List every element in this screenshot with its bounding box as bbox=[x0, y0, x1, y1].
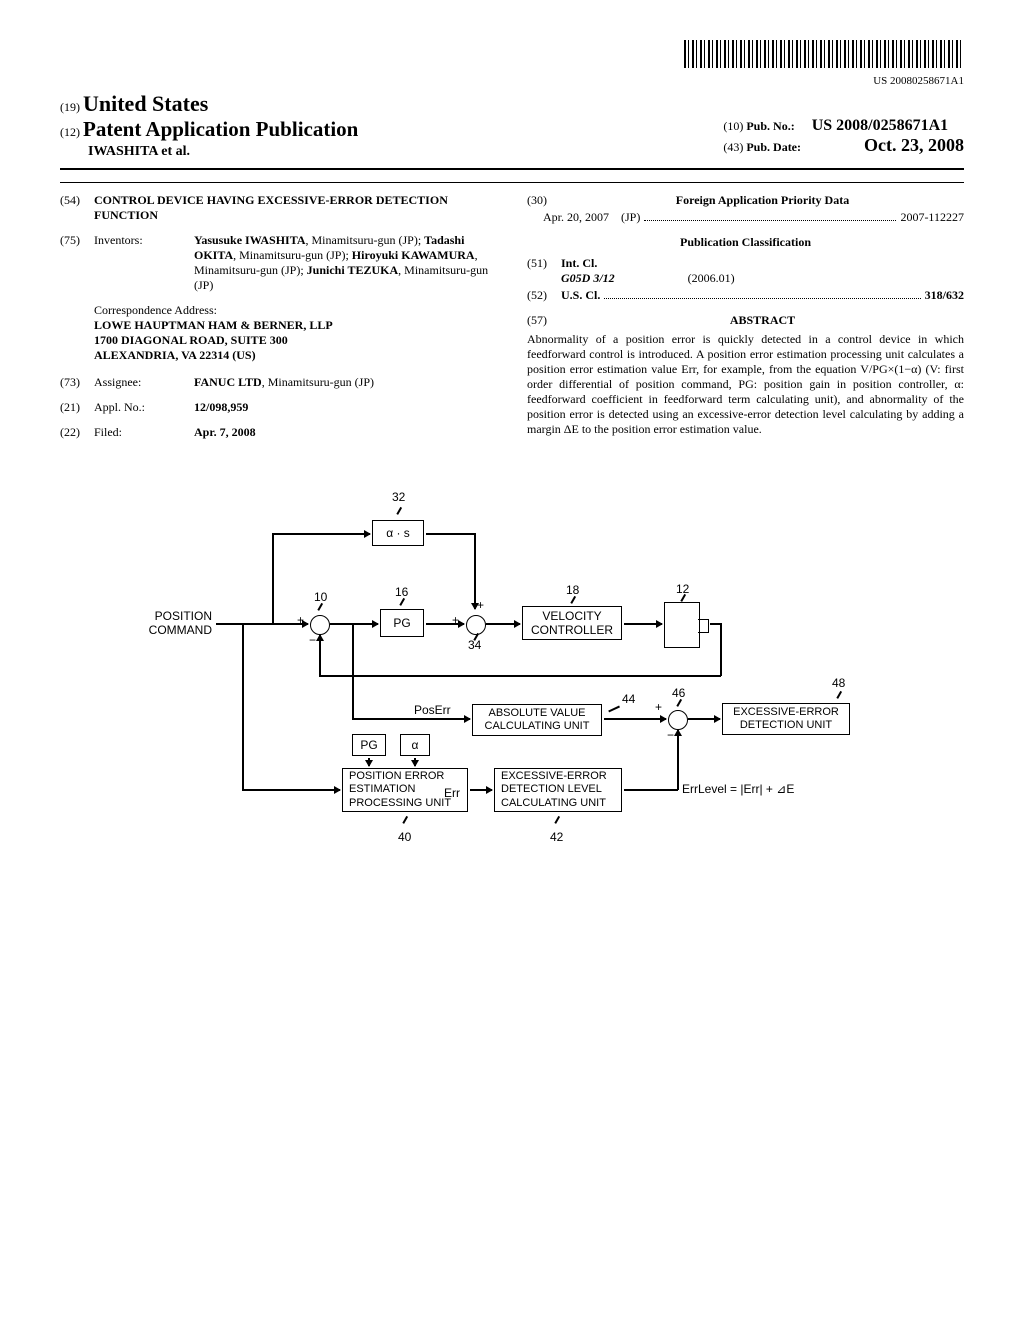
label-75: Inventors: bbox=[94, 233, 194, 293]
ref-46: 46 bbox=[672, 686, 685, 700]
intcl: G05D 3/12 bbox=[561, 271, 615, 285]
assignee: FANUC LTD, Minamitsuru-gun (JP) bbox=[194, 375, 497, 390]
ref-16: 16 bbox=[395, 585, 408, 599]
corr1: LOWE HAUPTMAN HAM & BERNER, LLP bbox=[94, 318, 497, 333]
pub-no: US 2008/0258671A1 bbox=[812, 117, 948, 134]
label-51: Int. Cl. bbox=[561, 256, 964, 271]
box-alpha-param: α bbox=[400, 734, 430, 756]
block-diagram: POSITION COMMAND α · s 32 + − 10 PG 16 +… bbox=[142, 490, 882, 870]
code-22: (22) bbox=[60, 425, 94, 440]
code-21: (21) bbox=[60, 400, 94, 415]
sum-10 bbox=[310, 615, 330, 635]
code-52: (52) bbox=[527, 288, 561, 303]
fp-date: Apr. 20, 2007 bbox=[543, 210, 609, 225]
corr-label: Correspondence Address: bbox=[94, 303, 497, 318]
code-57: (57) bbox=[527, 313, 561, 328]
box-eed: EXCESSIVE-ERROR DETECTION UNIT bbox=[722, 703, 850, 735]
barcode-area: US 20080258671A1 bbox=[60, 40, 964, 87]
ref-32: 32 bbox=[392, 490, 405, 504]
intcl-ver: (2006.01) bbox=[688, 271, 735, 285]
box-pg: PG bbox=[380, 609, 424, 637]
ref-40: 40 bbox=[398, 830, 411, 844]
pub-kind: Patent Application Publication bbox=[83, 117, 358, 141]
pubno-label: Pub. No.: bbox=[746, 119, 794, 133]
filed: Apr. 7, 2008 bbox=[194, 425, 497, 440]
correspondence: Correspondence Address: LOWE HAUPTMAN HA… bbox=[94, 303, 497, 363]
country: United States bbox=[83, 91, 208, 116]
ref-18: 18 bbox=[566, 583, 579, 597]
head-57: ABSTRACT bbox=[561, 313, 964, 328]
corr3: ALEXANDRIA, VA 22314 (US) bbox=[94, 348, 497, 363]
fp-num: 2007-112227 bbox=[900, 210, 964, 225]
code-12: (12) bbox=[60, 125, 80, 139]
left-column: (54) CONTROL DEVICE HAVING EXCESSIVE-ERR… bbox=[60, 193, 497, 450]
code-30: (30) bbox=[527, 193, 561, 208]
ref-44: 44 bbox=[622, 692, 635, 706]
ref-42: 42 bbox=[550, 830, 563, 844]
corr2: 1700 DIAGONAL ROAD, SUITE 300 bbox=[94, 333, 497, 348]
code-73: (73) bbox=[60, 375, 94, 390]
poserr-label: PosErr bbox=[414, 703, 451, 717]
box-abs: ABSOLUTE VALUE CALCULATING UNIT bbox=[472, 704, 602, 736]
code-10: (10) bbox=[723, 119, 743, 133]
inventors: Yasusuke IWASHITA, Minamitsuru-gun (JP);… bbox=[194, 233, 497, 293]
code-54: (54) bbox=[60, 193, 94, 223]
box-pg-param: PG bbox=[352, 734, 386, 756]
label-73: Assignee: bbox=[94, 375, 194, 390]
code-19: (19) bbox=[60, 100, 80, 114]
box-eedlc: EXCESSIVE-ERROR DETECTION LEVEL CALCULAT… bbox=[494, 768, 622, 812]
barcode bbox=[684, 40, 964, 68]
abstract: Abnormality of a position error is quick… bbox=[527, 332, 964, 437]
code-51: (51) bbox=[527, 256, 561, 286]
title-54: CONTROL DEVICE HAVING EXCESSIVE-ERROR DE… bbox=[94, 193, 497, 223]
biblio: (54) CONTROL DEVICE HAVING EXCESSIVE-ERR… bbox=[60, 193, 964, 450]
pub-date: Oct. 23, 2008 bbox=[864, 135, 964, 155]
sum-46 bbox=[668, 710, 688, 730]
code-43: (43) bbox=[723, 140, 743, 154]
ref-12: 12 bbox=[676, 582, 689, 596]
fp-country: (JP) bbox=[621, 210, 640, 225]
ref-48: 48 bbox=[832, 676, 845, 690]
label-52: U.S. Cl. bbox=[561, 288, 600, 303]
code-75: (75) bbox=[60, 233, 94, 293]
input-label: POSITION COMMAND bbox=[142, 609, 212, 637]
box-alpha-s: α · s bbox=[372, 520, 424, 546]
header: (19) United States (12) Patent Applicati… bbox=[60, 91, 964, 160]
class-head: Publication Classification bbox=[527, 235, 964, 250]
uscl: 318/632 bbox=[925, 288, 964, 303]
box-velctrl: VELOCITY CONTROLLER bbox=[522, 606, 622, 640]
err-label: Err bbox=[444, 786, 460, 800]
sum-34 bbox=[466, 615, 486, 635]
errlevel-label: ErrLevel = |Err| + ⊿E bbox=[682, 782, 794, 796]
authors: IWASHITA et al. bbox=[88, 144, 358, 160]
label-21: Appl. No.: bbox=[94, 400, 194, 415]
pubdate-label: Pub. Date: bbox=[746, 140, 801, 154]
barcode-text: US 20080258671A1 bbox=[60, 75, 964, 87]
right-column: (30) Foreign Application Priority Data A… bbox=[527, 193, 964, 450]
head-30: Foreign Application Priority Data bbox=[561, 193, 964, 208]
appl-no: 12/098,959 bbox=[194, 400, 497, 415]
label-22: Filed: bbox=[94, 425, 194, 440]
motor bbox=[664, 602, 700, 648]
